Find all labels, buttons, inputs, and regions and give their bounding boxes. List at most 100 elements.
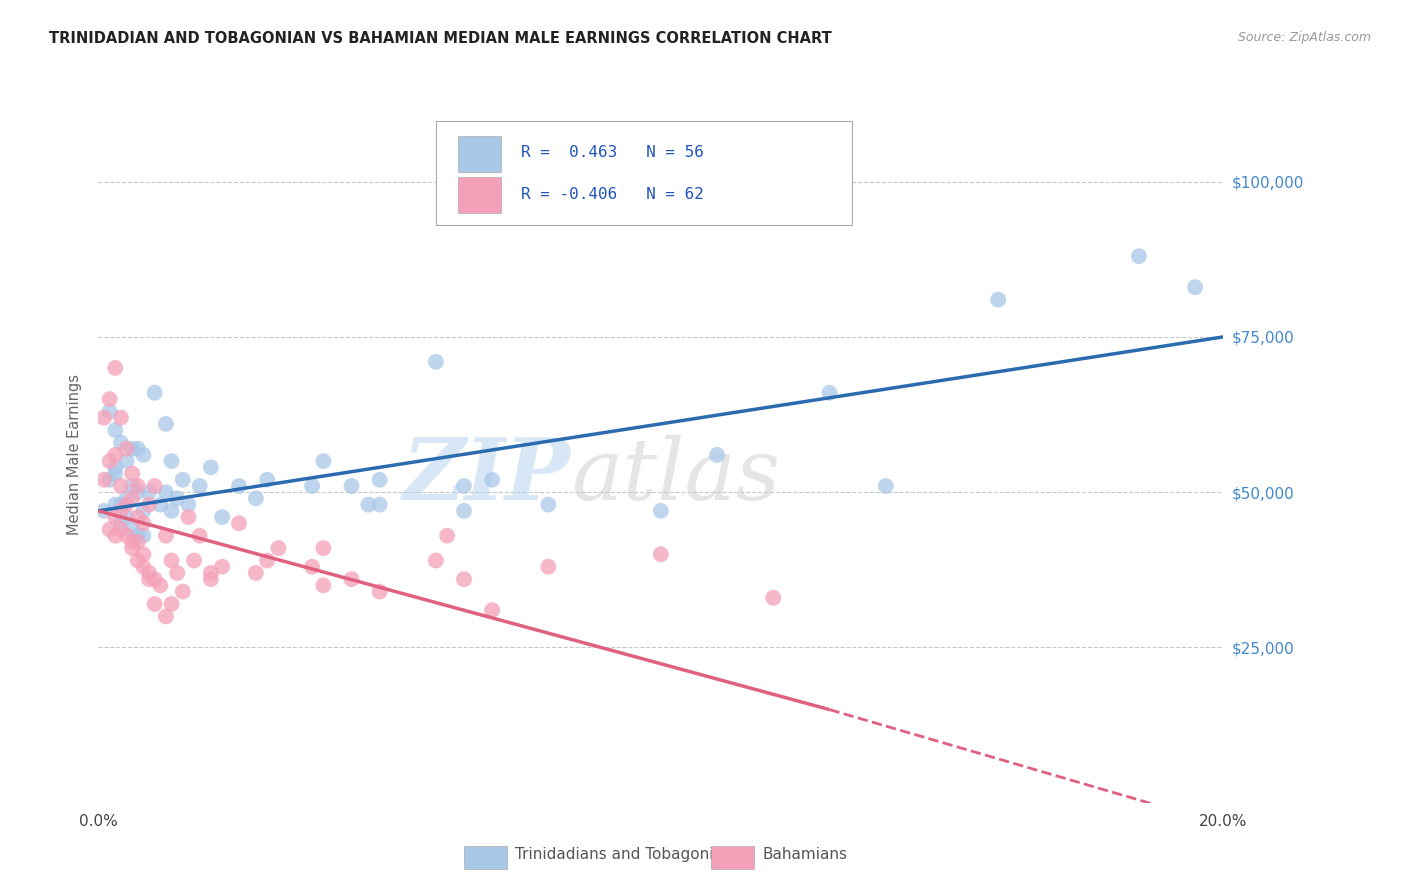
Point: [110, 498, 132, 512]
Point: [121, 467, 143, 481]
Point: [256, 473, 278, 487]
Point: [301, 479, 323, 493]
Point: [172, 584, 194, 599]
Point: [188, 479, 211, 493]
Point: [127, 529, 149, 543]
Point: [110, 410, 132, 425]
Point: [104, 498, 127, 512]
Point: [104, 529, 127, 543]
Point: [132, 547, 155, 561]
Point: [127, 534, 149, 549]
Point: [110, 523, 132, 537]
Point: [200, 566, 222, 580]
Point: [121, 491, 143, 506]
Point: [138, 572, 160, 586]
Point: [453, 504, 475, 518]
Point: [93, 473, 115, 487]
Point: [818, 385, 841, 400]
Point: [228, 516, 250, 531]
Point: [155, 417, 177, 431]
Point: [357, 498, 380, 512]
Point: [132, 504, 155, 518]
Point: [121, 523, 143, 537]
Point: [155, 485, 177, 500]
Point: [155, 529, 177, 543]
Point: [115, 529, 138, 543]
Point: [160, 553, 183, 567]
Point: [211, 510, 233, 524]
Point: [115, 442, 138, 456]
Point: [368, 473, 391, 487]
Point: [256, 553, 278, 567]
Point: [121, 541, 143, 555]
Point: [368, 584, 391, 599]
Point: [104, 423, 127, 437]
Point: [1184, 280, 1206, 294]
Point: [340, 479, 363, 493]
Point: [104, 467, 127, 481]
Point: [481, 603, 503, 617]
Point: [166, 566, 188, 580]
Point: [115, 454, 138, 468]
Point: [138, 566, 160, 580]
Point: [453, 479, 475, 493]
Point: [127, 485, 149, 500]
Point: [155, 609, 177, 624]
Point: [172, 473, 194, 487]
Point: [127, 442, 149, 456]
Point: [200, 460, 222, 475]
Point: [132, 559, 155, 574]
Point: [228, 479, 250, 493]
Point: [127, 479, 149, 493]
Point: [127, 510, 149, 524]
Point: [93, 504, 115, 518]
Point: [188, 529, 211, 543]
Point: [143, 597, 166, 611]
Point: [98, 523, 121, 537]
Point: [160, 454, 183, 468]
Point: [115, 498, 138, 512]
Point: [650, 547, 672, 561]
Text: TRINIDADIAN AND TOBAGONIAN VS BAHAMIAN MEDIAN MALE EARNINGS CORRELATION CHART: TRINIDADIAN AND TOBAGONIAN VS BAHAMIAN M…: [49, 31, 832, 46]
Point: [143, 572, 166, 586]
Text: ZIP: ZIP: [404, 434, 571, 517]
Point: [706, 448, 728, 462]
Point: [875, 479, 897, 493]
Point: [537, 498, 560, 512]
FancyBboxPatch shape: [458, 178, 501, 213]
FancyBboxPatch shape: [458, 136, 501, 172]
Point: [98, 404, 121, 418]
Point: [138, 498, 160, 512]
Point: [121, 442, 143, 456]
Point: [453, 572, 475, 586]
Point: [301, 559, 323, 574]
Point: [127, 553, 149, 567]
Point: [143, 479, 166, 493]
Point: [245, 491, 267, 506]
Point: [1128, 249, 1150, 263]
Text: Source: ZipAtlas.com: Source: ZipAtlas.com: [1237, 31, 1371, 45]
Point: [200, 572, 222, 586]
Point: [110, 479, 132, 493]
Text: Bahamians: Bahamians: [762, 847, 846, 863]
Point: [177, 498, 200, 512]
Point: [762, 591, 785, 605]
Point: [93, 410, 115, 425]
FancyBboxPatch shape: [436, 121, 852, 226]
Point: [312, 454, 335, 468]
Point: [650, 504, 672, 518]
Point: [143, 385, 166, 400]
Point: [110, 516, 132, 531]
Point: [160, 597, 183, 611]
Point: [115, 491, 138, 506]
Point: [132, 448, 155, 462]
Point: [160, 504, 183, 518]
Point: [104, 510, 127, 524]
Point: [104, 460, 127, 475]
Point: [110, 435, 132, 450]
FancyBboxPatch shape: [464, 846, 506, 869]
Text: atlas: atlas: [571, 434, 780, 517]
FancyBboxPatch shape: [711, 846, 754, 869]
Point: [110, 504, 132, 518]
Point: [98, 454, 121, 468]
